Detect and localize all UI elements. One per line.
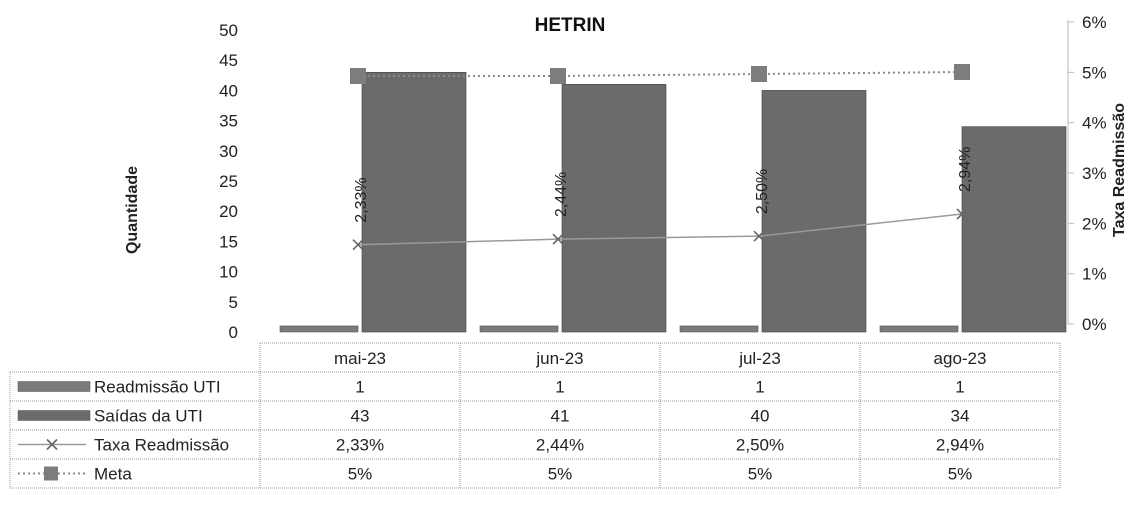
bar-readmissao-uti (679, 325, 759, 333)
table-cell-value: 40 (751, 407, 770, 426)
legend-label: Saídas da UTI (94, 407, 203, 426)
y-axis-title: Quantidade (124, 166, 141, 254)
y2-tick-label: 3% (1082, 164, 1107, 183)
bar-readmissao-uti (279, 325, 359, 333)
table-cell-value: 5% (948, 465, 973, 484)
table-cell-value: 5% (348, 465, 373, 484)
bar-saidas-uti (361, 71, 467, 333)
table-cell-value: 41 (551, 407, 570, 426)
y-tick-label: 40 (219, 81, 238, 100)
marker-taxa (956, 208, 968, 220)
y2-tick-label: 5% (1082, 63, 1107, 82)
table-cell-value: 5% (548, 465, 573, 484)
legend-key-marker (46, 438, 58, 451)
table-cell-value: 1 (355, 378, 364, 397)
line-taxa-readmissao (357, 213, 963, 246)
y-tick-label: 50 (219, 21, 238, 40)
bar-readmissao-uti (479, 325, 559, 333)
marker-meta (550, 68, 566, 84)
y-tick-label: 5 (229, 293, 238, 312)
line-meta (358, 71, 963, 77)
marker-taxa (753, 230, 765, 242)
y-tick-label: 0 (229, 323, 238, 342)
table-cell-value: 2,44% (536, 436, 584, 455)
table-cell-value: 1 (555, 378, 564, 397)
table-cell-value: 2,94% (936, 436, 984, 455)
data-label-taxa: 2,33% (353, 177, 370, 222)
table-cell-value: 1 (955, 378, 964, 397)
table-cell-value: 2,33% (336, 436, 384, 455)
legend-key-bar (17, 410, 91, 421)
table-cell-value: 5% (748, 465, 773, 484)
marker-meta (954, 64, 970, 80)
y-tick-label: 45 (219, 51, 238, 70)
y2-tick-label: 4% (1082, 114, 1107, 133)
bar-readmissao-uti (879, 325, 959, 333)
table-cell-value: 34 (951, 407, 970, 426)
x-tick-label: ago-23 (934, 349, 987, 368)
marker-taxa (552, 233, 564, 245)
legend-key-marker (44, 466, 58, 481)
y-tick-label: 30 (219, 142, 238, 161)
x-tick-label: jul-23 (738, 349, 781, 368)
y-tick-label: 15 (219, 232, 238, 251)
legend-label: Readmissão UTI (94, 378, 221, 397)
marker-taxa (352, 239, 364, 251)
chart-title: HETRIN (535, 15, 606, 36)
table-cell-value: 2,50% (736, 436, 784, 455)
bar-saidas-uti (961, 126, 1067, 333)
table-cell-value: 1 (755, 378, 764, 397)
legend-label: Meta (94, 465, 132, 484)
y2-tick-label: 1% (1082, 265, 1107, 284)
y-tick-label: 20 (219, 202, 238, 221)
y-tick-label: 10 (219, 263, 238, 282)
data-label-taxa: 2,44% (553, 172, 570, 217)
y2-tick-label: 0% (1082, 315, 1107, 334)
marker-meta (350, 68, 366, 84)
legend-key-bar (17, 381, 91, 392)
y-tick-label: 35 (219, 112, 238, 131)
y2-axis-title: Taxa Readmissão (1111, 103, 1128, 237)
y2-tick-label: 6% (1082, 13, 1107, 32)
data-label-taxa: 2,50% (754, 169, 771, 214)
table-cell-value: 43 (351, 407, 370, 426)
x-tick-label: mai-23 (334, 349, 386, 368)
x-tick-label: jun-23 (535, 349, 583, 368)
data-label-taxa: 2,94% (957, 147, 974, 192)
bar-saidas-uti (761, 90, 867, 333)
bar-saidas-uti (561, 84, 667, 333)
marker-meta (751, 66, 767, 82)
y-tick-label: 25 (219, 172, 238, 191)
y2-tick-label: 2% (1082, 214, 1107, 233)
legend-label: Taxa Readmissão (94, 436, 229, 455)
